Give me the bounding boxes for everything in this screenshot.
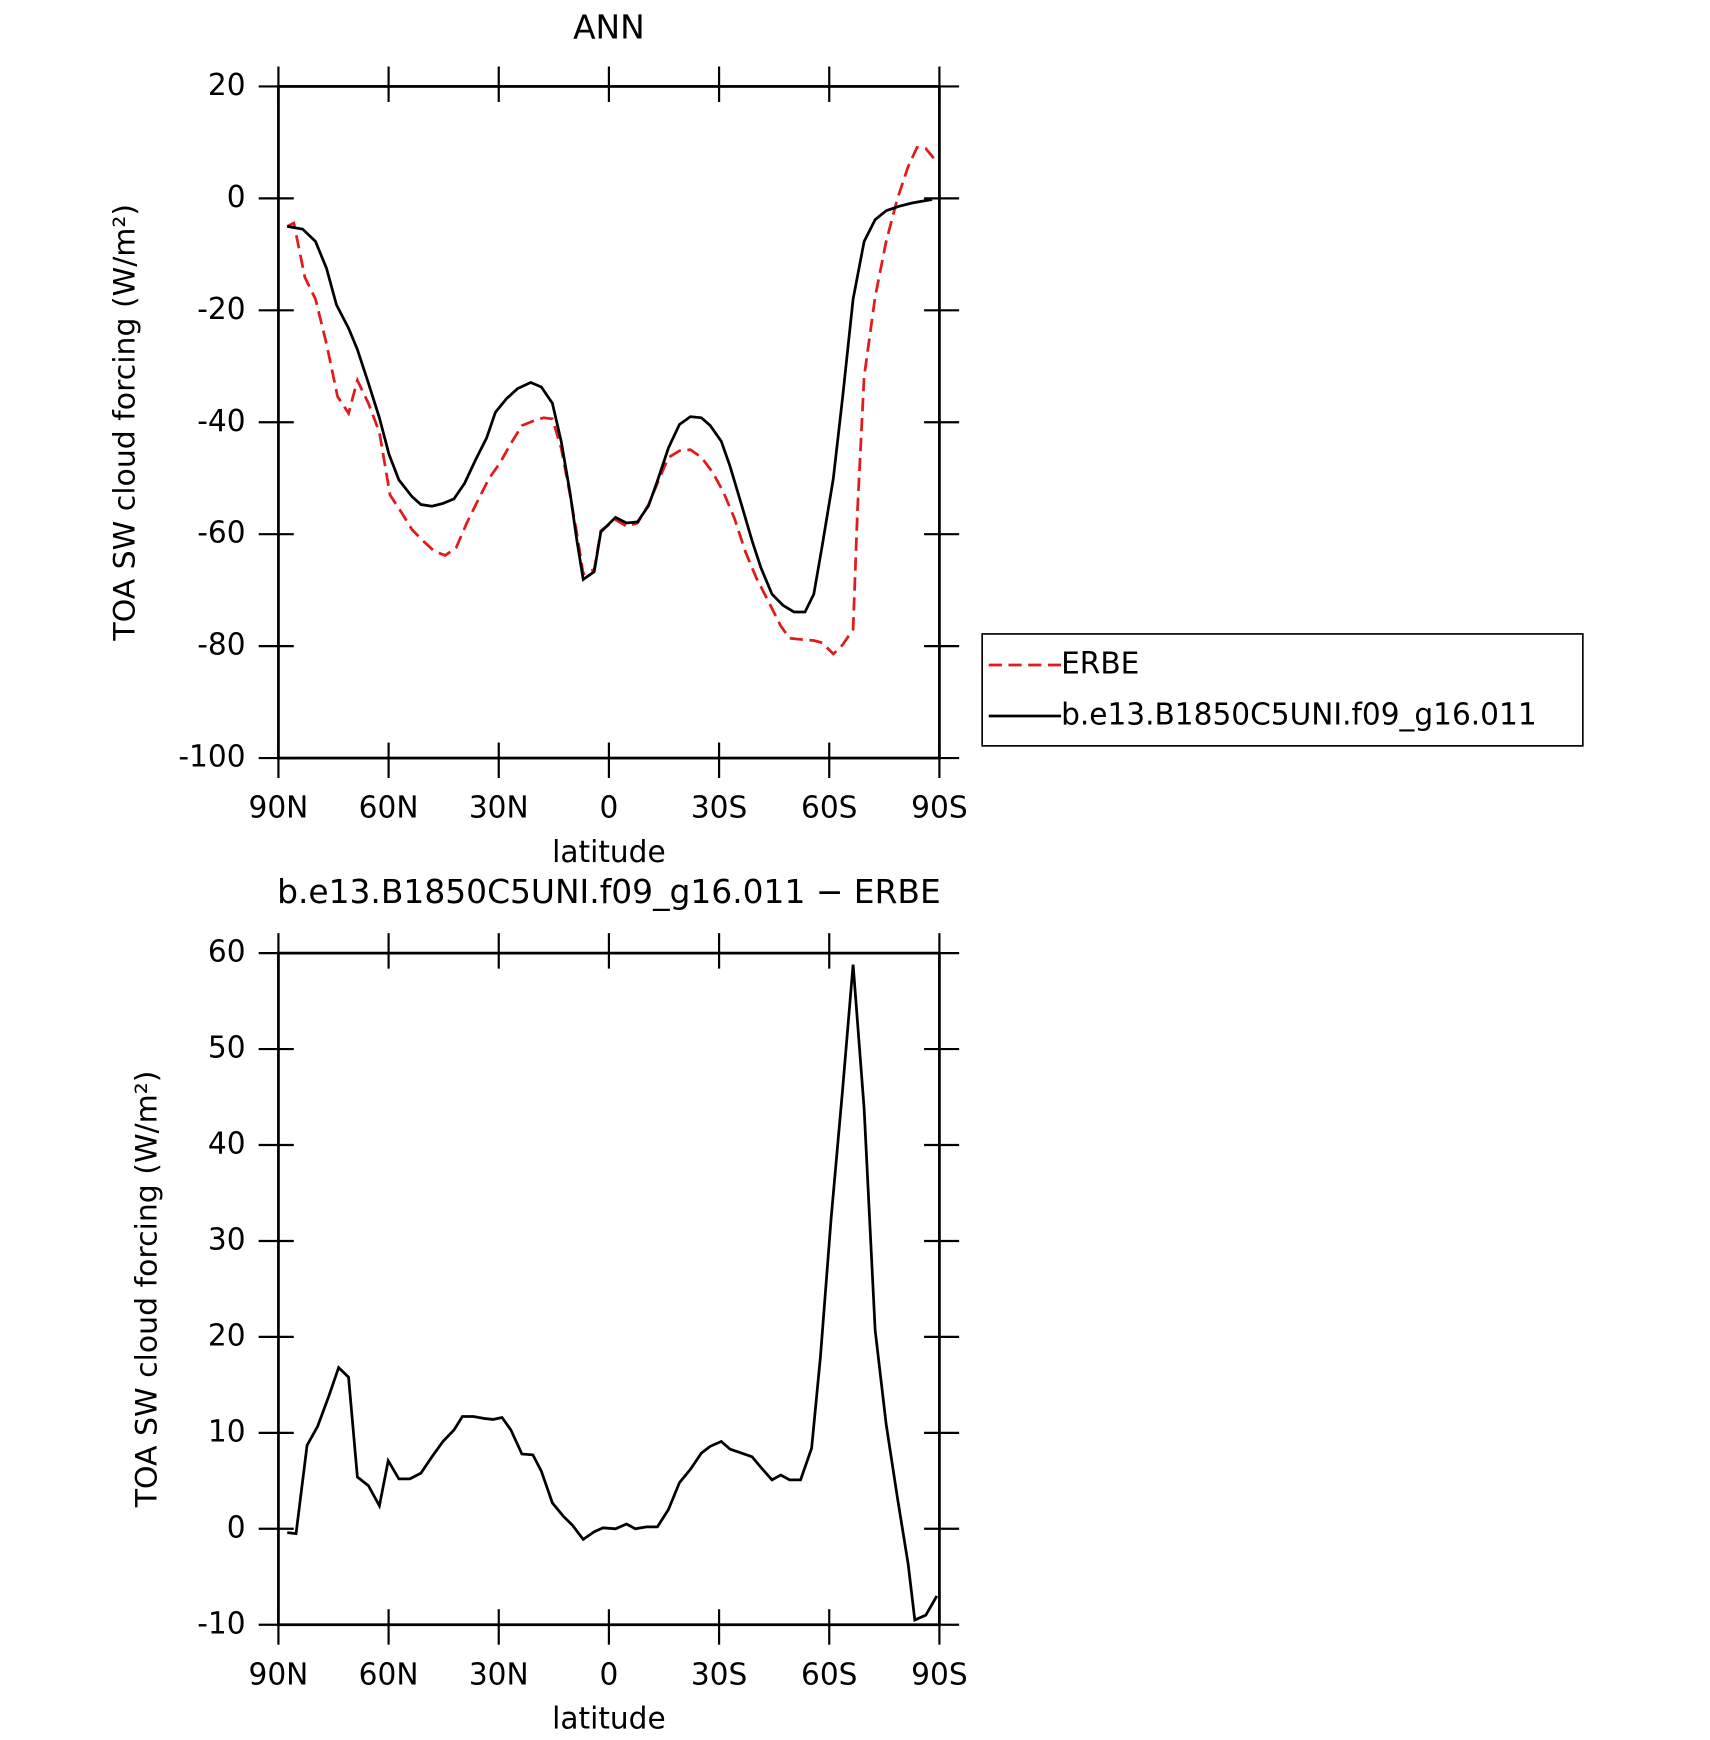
data-line [286, 145, 938, 656]
x-tick-label: 90N [249, 1657, 309, 1692]
y-tick-label: -80 [197, 628, 245, 663]
y-axis-label: TOA SW cloud forcing (W/m²) [108, 204, 143, 642]
data-line [286, 198, 933, 614]
x-tick-label: 60N [359, 790, 419, 825]
y-tick-label: 10 [208, 1414, 246, 1449]
legend-label: b.e13.B1850C5UNI.f09_g16.011 [1061, 697, 1537, 732]
chart-title: ANN [573, 7, 645, 46]
y-tick-label: 60 [208, 935, 246, 970]
plot-frame [277, 951, 941, 1627]
x-tick-label: 30S [691, 1657, 747, 1692]
y-axis-label: TOA SW cloud forcing (W/m²) [130, 1071, 165, 1509]
y-tick-label: 40 [208, 1126, 246, 1161]
x-tick-label: 90S [911, 1657, 967, 1692]
y-tick-label: 20 [208, 1318, 246, 1353]
y-tick-label: 0 [227, 180, 246, 215]
x-tick-label: 0 [599, 790, 618, 825]
x-axis-label: latitude [552, 1701, 666, 1736]
x-tick-label: 30S [691, 790, 747, 825]
y-tick-label: 0 [227, 1510, 246, 1545]
y-tick-label: 20 [208, 68, 246, 103]
y-tick-label: -40 [197, 404, 245, 439]
data-line [287, 964, 939, 1622]
x-tick-label: 30N [469, 790, 529, 825]
x-tick-label: 0 [599, 1657, 618, 1692]
y-tick-label: -60 [197, 516, 245, 551]
y-tick-label: -20 [197, 292, 245, 327]
x-axis-label: latitude [552, 835, 666, 870]
legend-label: ERBE [1061, 646, 1139, 681]
x-tick-label: 30N [469, 1657, 529, 1692]
chart-title: b.e13.B1850C5UNI.f09_g16.011 − ERBE [277, 872, 941, 911]
x-tick-label: 60S [801, 1657, 857, 1692]
y-tick-label: -10 [197, 1606, 245, 1641]
x-tick-label: 90S [911, 790, 967, 825]
x-tick-label: 60S [801, 790, 857, 825]
y-tick-label: 30 [208, 1222, 246, 1257]
x-tick-label: 90N [249, 790, 309, 825]
y-tick-label: -100 [178, 739, 245, 774]
x-tick-label: 60N [359, 1657, 419, 1692]
legend-box [981, 633, 1584, 747]
y-tick-label: 50 [208, 1030, 246, 1065]
